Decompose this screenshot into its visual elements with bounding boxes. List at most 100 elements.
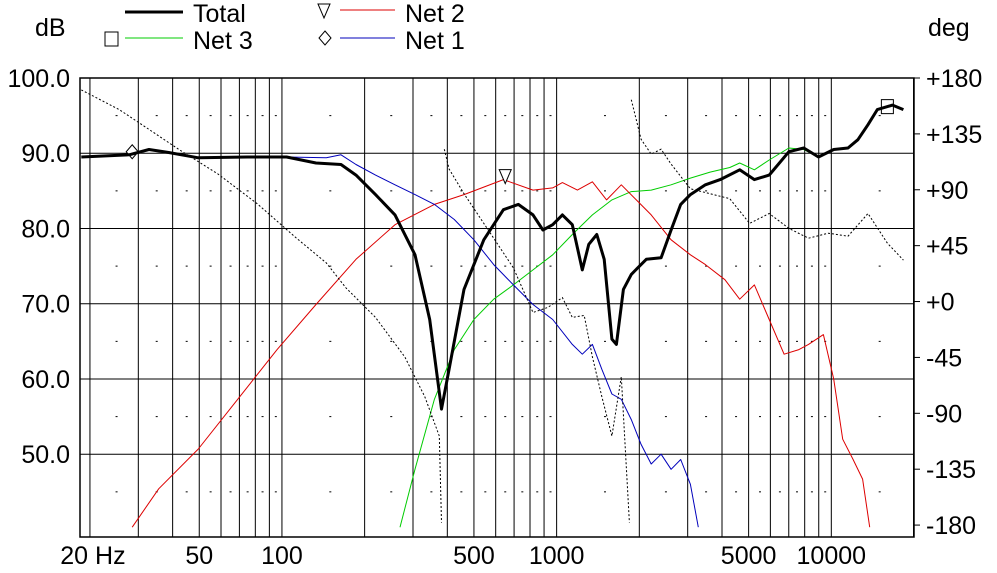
grid-dot <box>824 265 827 267</box>
x-tick-label: 100 <box>261 542 303 570</box>
grid-dot <box>758 416 761 418</box>
grid-dot <box>603 416 606 418</box>
grid-dot <box>810 340 813 342</box>
grid-dot <box>664 265 667 267</box>
grid-dot <box>460 115 463 117</box>
grid-dot <box>229 115 232 117</box>
grid-dot <box>664 491 667 493</box>
y-tick-label: 70.0 <box>21 291 70 319</box>
grid-dot <box>430 491 433 493</box>
x-tick-label: 5000 <box>721 542 777 570</box>
grid-dot <box>664 115 667 117</box>
series-net-3-line <box>399 147 819 528</box>
grid-dot <box>261 265 264 267</box>
grid-dot <box>229 491 232 493</box>
grid-dot <box>521 491 524 493</box>
series-net-2-line <box>131 179 871 528</box>
grid-dot <box>484 190 487 192</box>
legend-label-total: Total <box>193 0 246 28</box>
grid-dot <box>246 491 249 493</box>
grid-dot <box>521 265 524 267</box>
y-tick-label: 90.0 <box>21 140 70 168</box>
grid-dot <box>261 416 264 418</box>
y2-tick-label: +180 <box>926 65 982 93</box>
grid-dot <box>795 491 798 493</box>
y-tick-label: 50.0 <box>21 441 70 469</box>
series-phase-line <box>443 149 630 523</box>
y2-tick-label: -45 <box>926 344 962 372</box>
grid-dot <box>810 265 813 267</box>
grid-dot <box>246 340 249 342</box>
y-tick-label: 60.0 <box>21 366 70 394</box>
grid <box>80 77 915 537</box>
grid-dot <box>603 340 606 342</box>
grid-dot <box>430 416 433 418</box>
series-net-1-line <box>286 154 699 528</box>
grid-dot <box>460 190 463 192</box>
grid-dot <box>329 115 332 117</box>
grid-dot <box>778 340 781 342</box>
y-tick-label: 80.0 <box>21 215 70 243</box>
grid-dot <box>758 115 761 117</box>
grid-dot <box>115 115 118 117</box>
grid-dot <box>460 265 463 267</box>
grid-dot <box>778 491 781 493</box>
grid-dot <box>329 190 332 192</box>
grid-dot <box>758 340 761 342</box>
grid-dot <box>878 190 881 192</box>
legend-diamond-marker-icon <box>318 30 332 46</box>
grid-dot <box>878 491 881 493</box>
grid-dot <box>229 340 232 342</box>
grid-dot <box>735 265 738 267</box>
grid-dot <box>705 190 708 192</box>
grid-dot <box>274 340 277 342</box>
y2-tick-label: +45 <box>926 233 968 261</box>
grid-dot <box>810 115 813 117</box>
grid-dot <box>549 115 552 117</box>
grid-dot <box>209 265 212 267</box>
y-axis-label: dB <box>35 14 66 42</box>
grid-dot <box>603 491 606 493</box>
curves <box>81 89 904 528</box>
grid-dot <box>504 416 507 418</box>
grid-dot <box>229 416 232 418</box>
grid-dot <box>390 416 393 418</box>
grid-dot <box>705 115 708 117</box>
grid-dot <box>664 190 667 192</box>
grid-dot <box>735 340 738 342</box>
grid-dot <box>274 265 277 267</box>
grid-dot <box>504 115 507 117</box>
grid-dot <box>209 115 212 117</box>
grid-dot <box>521 416 524 418</box>
y2-axis-label: deg <box>928 14 970 42</box>
grid-dot <box>824 416 827 418</box>
grid-dot <box>209 190 212 192</box>
grid-dot <box>484 340 487 342</box>
grid-dot <box>261 190 264 192</box>
grid-dot <box>115 416 118 418</box>
grid-dot <box>185 265 188 267</box>
grid-dot <box>155 416 158 418</box>
grid-dot <box>810 416 813 418</box>
legend-triangle-marker-icon <box>317 3 331 20</box>
grid-dot <box>549 265 552 267</box>
grid-dot <box>390 340 393 342</box>
grid-dot <box>185 340 188 342</box>
grid-dot <box>795 115 798 117</box>
grid-dot <box>735 491 738 493</box>
grid-dot <box>536 115 539 117</box>
grid-dot <box>664 416 667 418</box>
grid-dot <box>735 416 738 418</box>
grid-dot <box>536 190 539 192</box>
grid-dot <box>155 115 158 117</box>
grid-dot <box>274 115 277 117</box>
x-tick-label: 50 <box>185 542 213 570</box>
x-tick-label: 20 Hz <box>60 542 125 570</box>
grid-dot <box>261 491 264 493</box>
grid-dot <box>824 190 827 192</box>
grid-dot <box>430 190 433 192</box>
grid-dot <box>229 265 232 267</box>
grid-dot <box>155 340 158 342</box>
grid-dot <box>778 416 781 418</box>
